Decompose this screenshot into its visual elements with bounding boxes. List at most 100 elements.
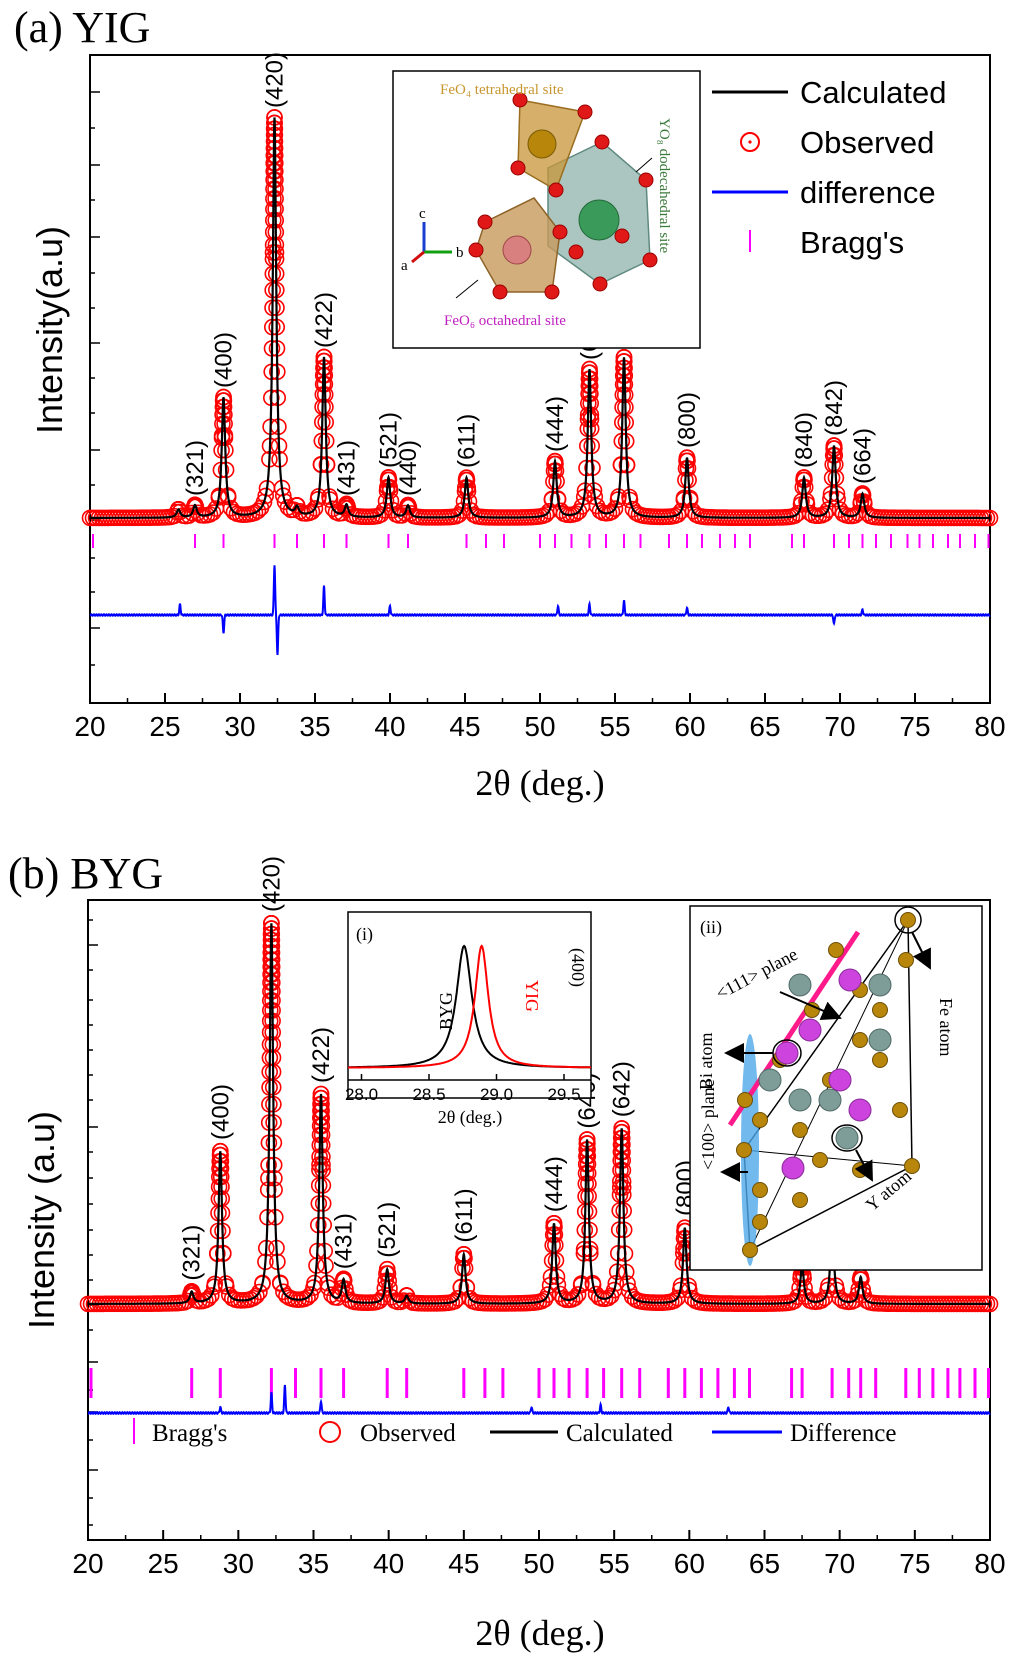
observed-point xyxy=(246,504,264,522)
observed-point xyxy=(249,502,267,520)
legend-difference-label: Difference xyxy=(790,1420,896,1447)
fe-atom xyxy=(742,1242,758,1258)
x-tick-label: 45 xyxy=(448,1548,479,1579)
oxygen-atom xyxy=(642,252,658,268)
panel-b-title: (b) BYG xyxy=(8,849,163,898)
panel-a-ylabel: Intensity(a.u) xyxy=(29,226,70,434)
oxygen-atom xyxy=(548,182,564,198)
panel-a-difference-line xyxy=(89,565,991,655)
fe-atom xyxy=(804,1002,820,1018)
fe-atom xyxy=(872,1002,888,1018)
panel-b-ylabel: Intensity (a.u) xyxy=(21,1111,62,1329)
legend-observed-swatch xyxy=(740,132,760,152)
panel-b-inset-i: 28.0 28.5 29.0 29.5 (i) (400) BYG YIG 2θ (d… xyxy=(345,911,592,1128)
panel-a-title: (a) YIG xyxy=(14,3,150,52)
octa-pointer xyxy=(455,279,479,299)
y-atom xyxy=(835,1126,859,1150)
hkl-label: (422) xyxy=(311,292,338,348)
y-atom xyxy=(868,973,892,997)
x-tick-label: 40 xyxy=(374,711,405,742)
axis-a-arrow xyxy=(411,250,425,264)
panel-a-inset-crystal: c b a FeO₄ tetrahedral site FeO₆ octahed… xyxy=(392,70,701,349)
y-atom-highlight xyxy=(831,1124,863,1152)
dodecahedral-site-label: YO₈ dodecahedral site xyxy=(656,118,672,254)
x-tick-label: 35 xyxy=(299,711,330,742)
hkl-label: (840) xyxy=(791,412,818,468)
legend-observed-dot xyxy=(748,140,752,144)
panel-a-legend: Calculated Observed difference Bragg's xyxy=(712,75,946,260)
observed-point xyxy=(816,505,834,523)
hkl-label: (420) xyxy=(262,52,289,108)
inset-i-yig-line xyxy=(347,944,591,1069)
bi-atom xyxy=(781,1156,805,1180)
observed-point xyxy=(299,1289,316,1306)
y-atom xyxy=(788,1088,812,1112)
hkl-label: (521) xyxy=(374,1202,401,1258)
bi-atom-label: Bi atom xyxy=(696,1033,716,1091)
oxygen-atom xyxy=(477,214,493,230)
oxygen-atom xyxy=(638,172,654,188)
x-tick-label: 20 xyxy=(72,1548,103,1579)
axis-b-label: b xyxy=(456,245,464,261)
x-tick-label: 30 xyxy=(224,711,255,742)
panel-b-calculated-line xyxy=(88,923,990,1306)
fe-atom xyxy=(828,942,844,958)
hkl-label: (521) xyxy=(376,412,403,468)
fe-atom xyxy=(812,1152,828,1168)
inset-i-x-tick-label: 29.5 xyxy=(547,1085,580,1104)
x-tick-label: 60 xyxy=(674,711,705,742)
x-tick-label: 40 xyxy=(373,1548,404,1579)
x-tick-label: 25 xyxy=(149,711,180,742)
panel-a-calculated-line xyxy=(90,117,990,520)
observed-point xyxy=(257,487,275,505)
x-tick-label: 80 xyxy=(974,1548,1005,1579)
observed-point xyxy=(854,485,871,502)
legend-calculated-label: Calculated xyxy=(800,75,946,110)
fe-atom xyxy=(792,1192,808,1208)
x-tick-label: 80 xyxy=(974,711,1005,742)
oxygen-atom xyxy=(614,228,630,244)
oxygen-atom xyxy=(492,284,508,300)
observed-point xyxy=(335,1270,352,1288)
bi-atom xyxy=(828,1068,852,1092)
fe-atom xyxy=(852,1162,868,1178)
legend-observed-label: Observed xyxy=(800,125,934,160)
observed-point xyxy=(302,1286,319,1303)
legend-observed-swatch xyxy=(319,1421,341,1443)
panel-a: (a) YIG 20 25 30 35 40 45 50 55 60 65 70 75 80 (321)… xyxy=(14,3,1006,803)
x-tick-label: 50 xyxy=(524,711,555,742)
panel-a-x-ticks: 20 25 30 35 40 45 50 55 60 65 70 75 80 xyxy=(74,693,1006,742)
hkl-label: (431) xyxy=(334,440,361,496)
panel-b: (b) BYG 20 25 30 35 40 45 50 55 60 65 70 75 80 (321)… xyxy=(8,849,1006,1653)
bi-atom xyxy=(798,1018,822,1042)
x-tick-label: 35 xyxy=(298,1548,329,1579)
observed-point xyxy=(813,1292,830,1309)
legend-observed-label: Observed xyxy=(360,1420,456,1447)
y-atom xyxy=(758,1068,782,1092)
y-atom xyxy=(868,1028,892,1052)
hkl-label: (420) xyxy=(258,856,285,912)
x-tick-label: 30 xyxy=(223,1548,254,1579)
hkl-label: (664) xyxy=(850,428,877,484)
observed-point xyxy=(819,501,837,519)
hkl-label: (440) xyxy=(395,440,422,496)
inset-i-yig-label: YIG xyxy=(522,980,542,1012)
inset-i-x-tick-label: 29.0 xyxy=(480,1085,513,1104)
inset-i-byg-label: BYG xyxy=(436,992,456,1030)
oxygen-atom xyxy=(512,92,528,108)
hkl-label: (422) xyxy=(308,1027,335,1083)
observed-point xyxy=(606,500,624,517)
x-tick-label: 55 xyxy=(599,1548,630,1579)
observed-point xyxy=(337,1280,354,1297)
plane-111 xyxy=(727,930,861,1127)
axis-a-label: a xyxy=(401,258,408,274)
hkl-label: (642) xyxy=(609,1061,636,1117)
fe-atom-label: Fe atom xyxy=(936,998,956,1057)
hkl-label: (444) xyxy=(541,1156,568,1212)
unit-cell-edge xyxy=(743,1149,913,1167)
observed-point xyxy=(254,1274,271,1292)
observed-point xyxy=(378,1260,396,1278)
y-pointer xyxy=(854,1149,873,1182)
x-tick-label: 75 xyxy=(899,711,930,742)
bi-atom xyxy=(838,968,862,992)
